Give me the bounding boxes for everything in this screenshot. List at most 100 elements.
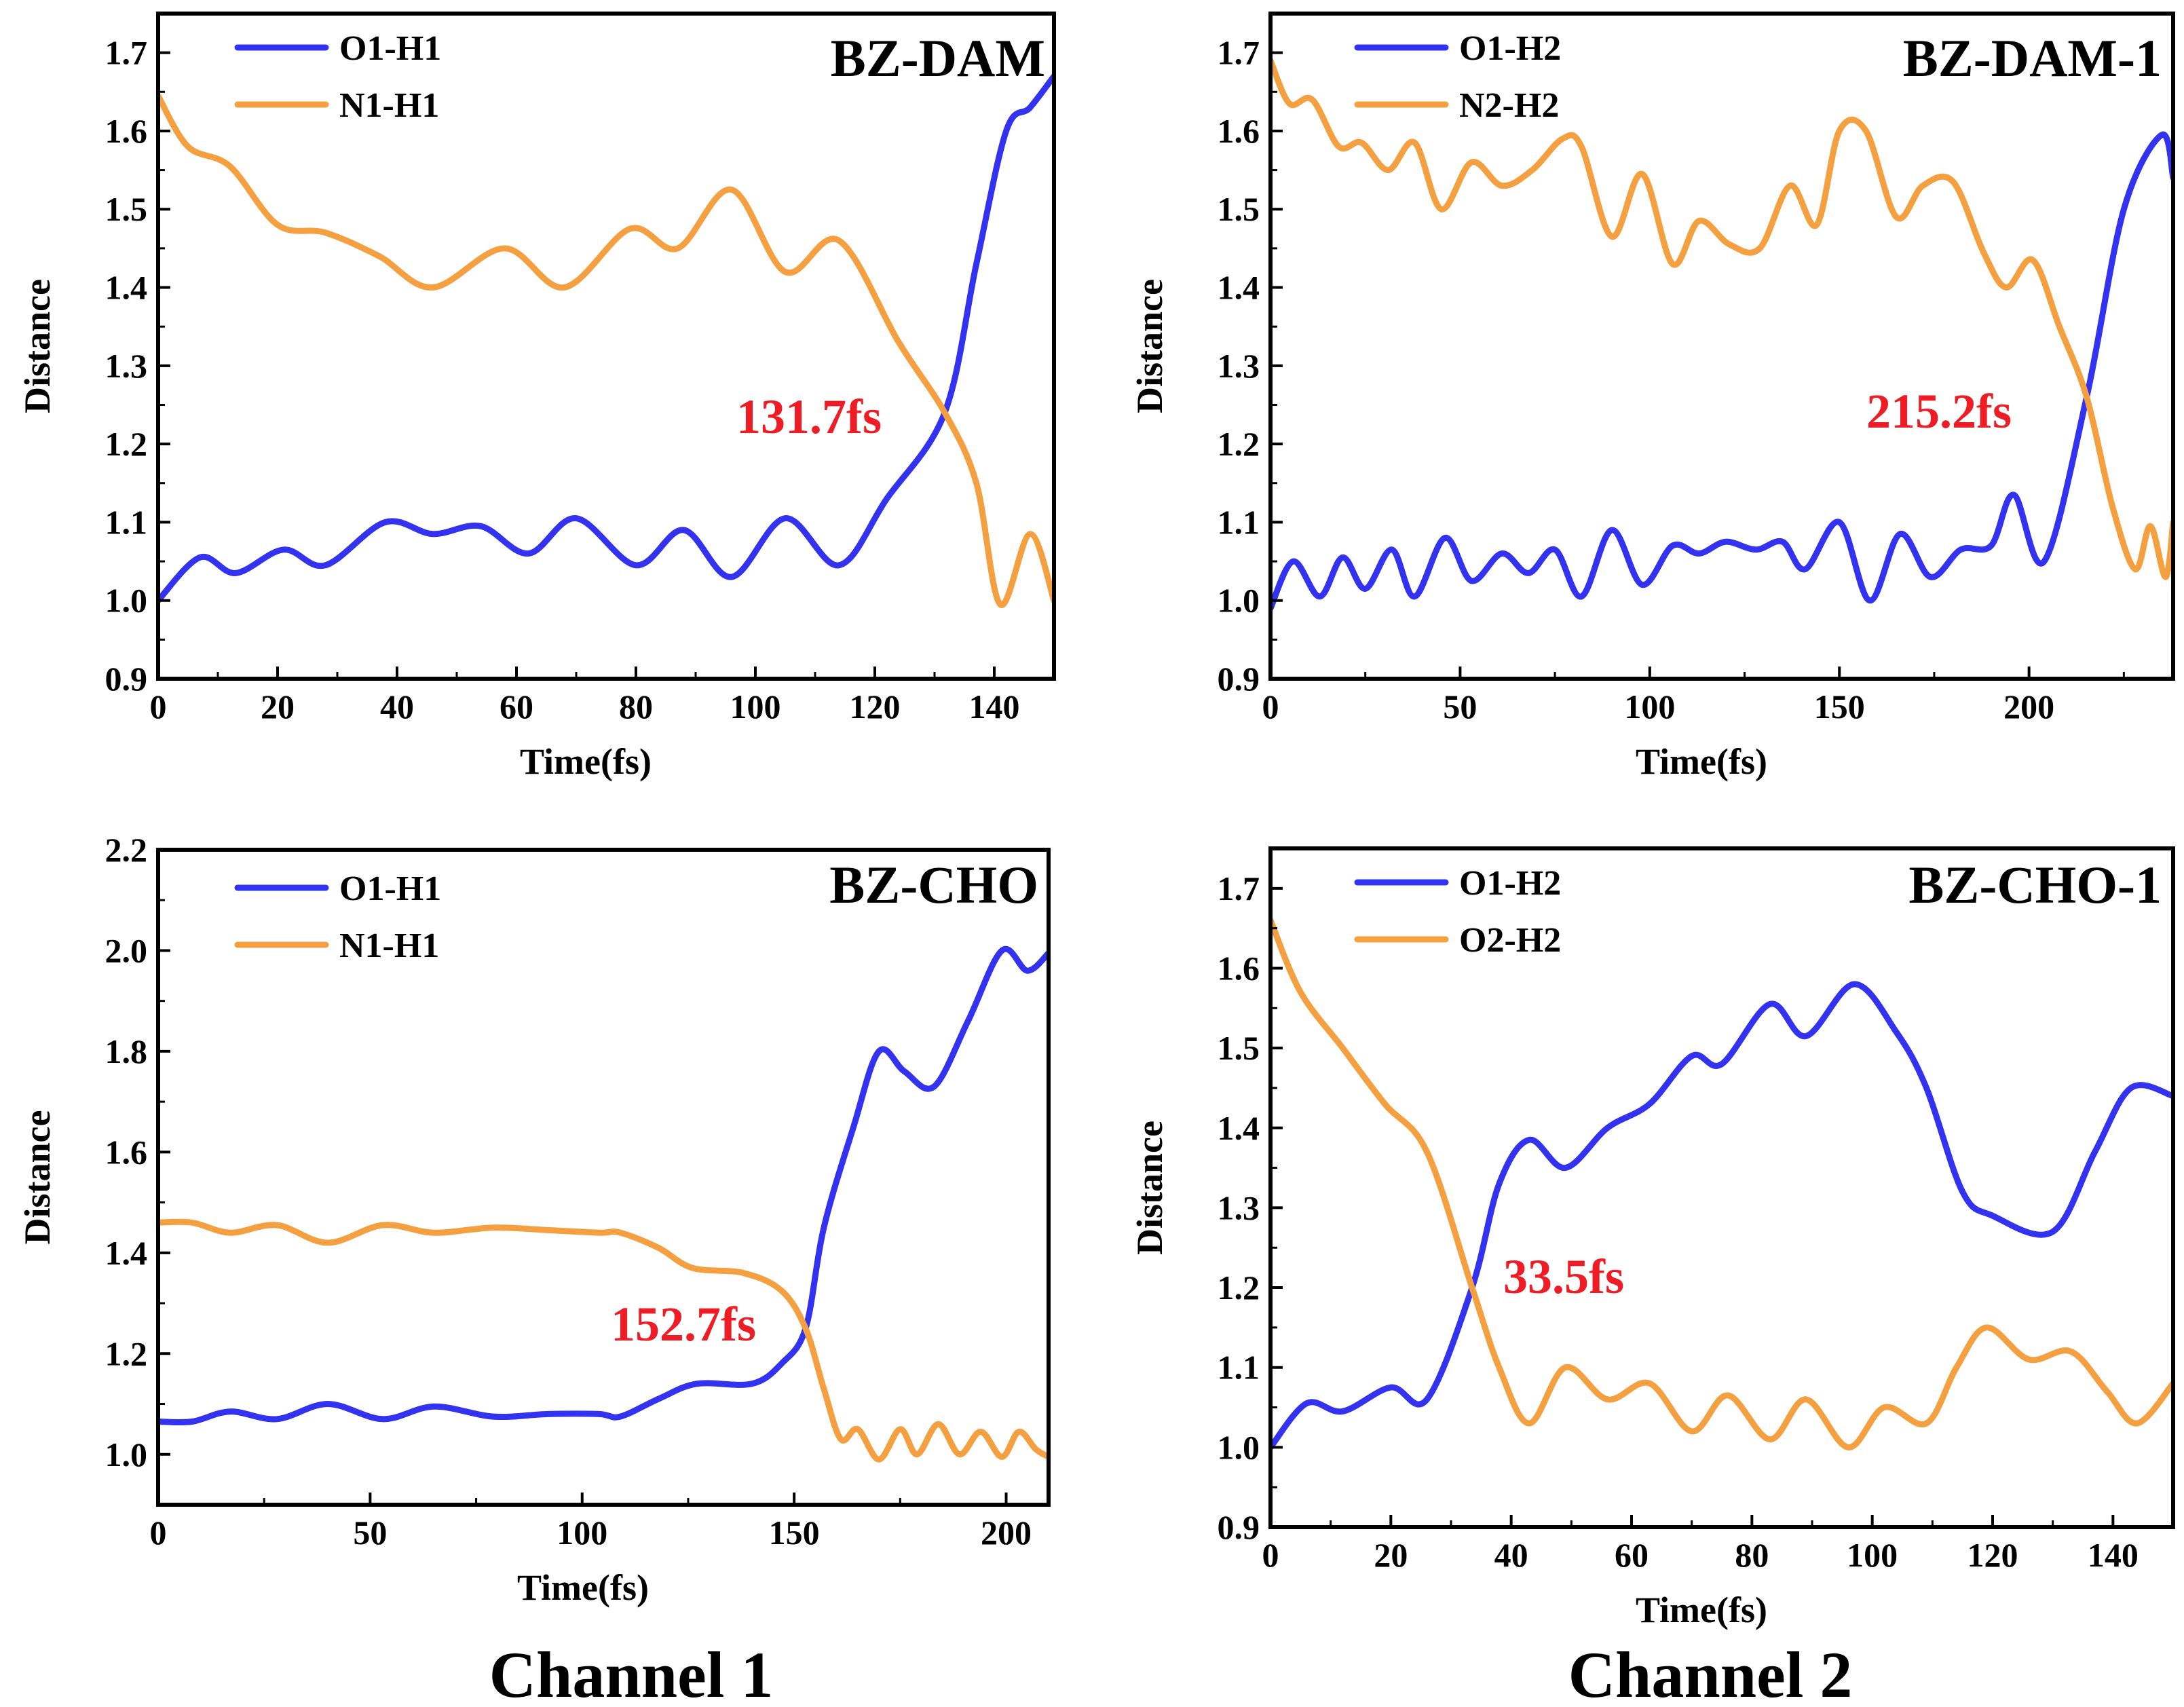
x-tick-label: 80 — [619, 688, 653, 726]
crossing-time-label: 33.5fs — [1503, 1250, 1624, 1304]
legend-label: N2-H2 — [1459, 86, 1559, 125]
plot-frame — [1268, 846, 2175, 1529]
x-tick-label: 60 — [1615, 1536, 1649, 1574]
series-line-o2-h2 — [1270, 917, 2173, 1450]
x-axis-label: Time(fs) — [517, 1567, 649, 1608]
chart-panel-bz-cho: 0 50 100 150 200 1.0 1.2 1.4 1.6 1.8 2.0 2.2 Time(fs… — [17, 831, 1051, 1608]
channel-1-caption: Channel 1 — [489, 1638, 774, 1707]
channel-2-caption: Channel 2 — [1568, 1638, 1853, 1707]
panel-title: BZ-DAM-1 — [1903, 29, 2162, 88]
x-tick-label: 100 — [730, 688, 781, 726]
y-tick-label: 1.0 — [105, 1436, 148, 1474]
series-line-o1-h2 — [1270, 981, 2173, 1450]
y-axis-label: Distance — [17, 1110, 58, 1245]
legend-label: O1-H2 — [1459, 864, 1561, 903]
legend-label: O1-H1 — [339, 29, 441, 68]
x-tick-label: 140 — [969, 688, 1020, 726]
x-tick-label: 150 — [1814, 688, 1865, 726]
x-tick-label: 100 — [557, 1514, 607, 1552]
y-tick-label: 2.0 — [105, 931, 148, 969]
plot-frame — [156, 848, 1051, 1507]
x-axis-label: Time(fs) — [1636, 741, 1767, 782]
x-tick-label: 50 — [1443, 688, 1477, 726]
crossing-time-label: 131.7fs — [736, 390, 882, 444]
crossing-time-label: 152.7fs — [611, 1297, 756, 1351]
y-tick-label: 1.4 — [1218, 269, 1260, 307]
series-line-o1-h1 — [158, 73, 1054, 604]
x-tick-label: 200 — [981, 1514, 1032, 1552]
x-tick-label: 20 — [261, 688, 295, 726]
series-line-o1-h1 — [158, 945, 1049, 1426]
plot-frame — [156, 12, 1056, 681]
y-tick-label: 1.0 — [1218, 582, 1260, 620]
panel-title: BZ-CHO-1 — [1908, 855, 2162, 914]
y-tick-label: 1.6 — [1218, 949, 1260, 987]
x-tick-label: 140 — [2088, 1536, 2139, 1574]
y-tick-label: 1.3 — [1218, 1188, 1260, 1226]
y-tick-label: 1.1 — [105, 503, 148, 541]
x-tick-label: 200 — [2003, 688, 2054, 726]
x-tick-label: 0 — [150, 688, 167, 726]
x-tick-label: 0 — [1262, 688, 1279, 726]
chart-panel-bz-cho-1: 0 20 40 60 80 100 120 140 0.9 1.0 1.1 1.2 1.3 1.4 1.5 1… — [1129, 846, 2175, 1630]
y-tick-label: 1.7 — [1218, 869, 1260, 907]
series-line-o1-h2 — [1270, 131, 2173, 612]
x-tick-label: 80 — [1735, 1536, 1769, 1574]
y-tick-label: 1.7 — [105, 34, 148, 72]
y-tick-label: 1.6 — [105, 112, 148, 150]
y-tick-label: 1.0 — [1218, 1428, 1260, 1466]
y-tick-label: 1.1 — [1218, 1349, 1260, 1387]
legend-label: O1-H2 — [1459, 29, 1561, 68]
x-tick-label: 150 — [769, 1514, 820, 1552]
x-tick-label: 100 — [1847, 1536, 1898, 1574]
x-tick-label: 120 — [850, 688, 901, 726]
y-tick-label: 1.3 — [105, 347, 148, 385]
y-tick-label: 1.4 — [1218, 1109, 1260, 1147]
y-axis-label: Distance — [1129, 1121, 1170, 1255]
x-axis-label: Time(fs) — [1636, 1590, 1767, 1630]
y-tick-label: 1.7 — [1218, 34, 1260, 72]
panel-title: BZ-DAM — [831, 29, 1045, 88]
y-tick-label: 1.5 — [1218, 1029, 1260, 1067]
y-tick-label: 1.6 — [105, 1133, 148, 1171]
y-tick-label: 1.2 — [105, 425, 148, 463]
x-tick-label: 20 — [1374, 1536, 1408, 1574]
y-tick-label: 0.9 — [1218, 1508, 1260, 1546]
y-tick-label: 1.6 — [1218, 112, 1260, 150]
y-tick-label: 1.2 — [105, 1334, 148, 1372]
y-tick-label: 1.4 — [105, 269, 148, 307]
y-tick-label: 2.2 — [105, 831, 148, 869]
x-tick-label: 0 — [1262, 1536, 1279, 1574]
chart-panel-bz-dam-1: 0 50 100 150 200 0.9 1.0 1.1 1.2 1.3 1.4 1.5 1.6 1.7 T… — [1129, 12, 2175, 782]
crossing-time-label: 215.2fs — [1866, 384, 2012, 438]
y-tick-label: 1.4 — [105, 1234, 148, 1272]
y-tick-label: 1.2 — [1218, 1269, 1260, 1307]
y-tick-label: 1.2 — [1218, 425, 1260, 463]
legend-label: N1-H1 — [339, 86, 439, 125]
y-tick-label: 1.1 — [1218, 503, 1260, 541]
x-tick-label: 40 — [1494, 1536, 1528, 1574]
panel-title: BZ-CHO — [829, 855, 1038, 914]
y-tick-label: 0.9 — [1218, 660, 1260, 698]
x-tick-label: 60 — [500, 688, 533, 726]
legend-label: O2-H2 — [1459, 921, 1561, 960]
legend-label: N1-H1 — [339, 926, 439, 965]
plot-frame — [1268, 12, 2175, 681]
y-axis-label: Distance — [1129, 279, 1170, 413]
x-tick-label: 100 — [1624, 688, 1675, 726]
chart-panel-bz-dam: 0 20 40 60 80 100 120 140 0.9 1.0 1.1 1.2 1.3 1.4 1.5 1… — [17, 12, 1056, 782]
y-tick-label: 1.8 — [105, 1032, 148, 1070]
y-tick-label: 1.5 — [105, 190, 148, 228]
x-tick-label: 120 — [1968, 1536, 2018, 1574]
y-tick-label: 1.5 — [1218, 190, 1260, 228]
x-tick-label: 40 — [380, 688, 414, 726]
legend-label: O1-H1 — [339, 869, 441, 908]
x-tick-label: 0 — [150, 1514, 167, 1552]
series-line-n2-h2 — [1270, 57, 2173, 580]
y-tick-label: 0.9 — [105, 660, 148, 698]
x-axis-label: Time(fs) — [520, 741, 652, 782]
series-line-n1-h1 — [158, 92, 1054, 608]
y-axis-label: Distance — [17, 279, 58, 413]
x-tick-label: 50 — [353, 1514, 387, 1552]
